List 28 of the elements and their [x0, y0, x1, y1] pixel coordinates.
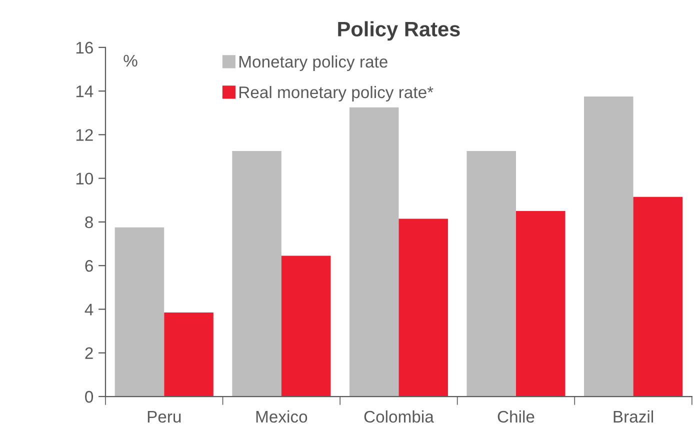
bar: [114, 227, 164, 397]
y-tick-label: 12: [76, 129, 93, 141]
bar: [232, 151, 282, 397]
bar: [466, 151, 516, 397]
x-tick-label: Mexico: [256, 410, 308, 423]
bar: [281, 256, 331, 397]
bar: [164, 312, 214, 397]
bar: [584, 96, 634, 397]
chart-title: Policy Rates: [338, 21, 460, 41]
y-tick-label: 16: [76, 42, 93, 54]
y-axis-title: %: [124, 54, 138, 67]
legend-label: Real monetary policy rate*: [239, 86, 434, 102]
x-tick-label: Colombia: [364, 410, 434, 423]
bar: [633, 196, 683, 397]
y-tick-label: 14: [76, 86, 94, 98]
y-tick-label: 2: [85, 347, 93, 359]
x-tick-label: Chile: [498, 410, 534, 423]
bar: [398, 218, 448, 397]
x-tick-label: Brazil: [614, 410, 653, 423]
x-tick-label: Peru: [148, 411, 181, 423]
y-tick-label: 0: [85, 390, 94, 403]
bar: [349, 107, 399, 397]
y-tick-label: 8: [85, 216, 93, 228]
bar: [516, 211, 566, 397]
y-tick-label: 10: [76, 172, 94, 185]
y-tick-label: 4: [84, 304, 94, 316]
y-tick-label: 6: [85, 260, 93, 272]
legend-label: Monetary policy rate: [239, 55, 388, 71]
